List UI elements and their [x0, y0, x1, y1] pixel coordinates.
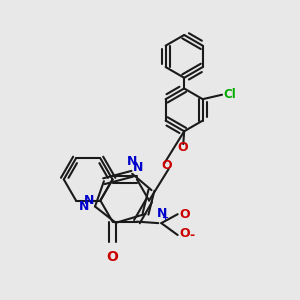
Text: O: O: [106, 250, 119, 264]
Text: O: O: [177, 141, 188, 154]
Text: O: O: [179, 227, 190, 240]
Text: N: N: [133, 161, 144, 174]
Text: N: N: [157, 207, 167, 220]
Text: Cl: Cl: [224, 88, 236, 101]
Text: N: N: [83, 194, 94, 207]
Text: +: +: [161, 213, 168, 222]
Text: N: N: [79, 200, 90, 213]
Text: -: -: [190, 229, 195, 242]
Text: O: O: [179, 208, 190, 221]
Text: N: N: [127, 155, 137, 168]
Text: O: O: [161, 159, 172, 172]
